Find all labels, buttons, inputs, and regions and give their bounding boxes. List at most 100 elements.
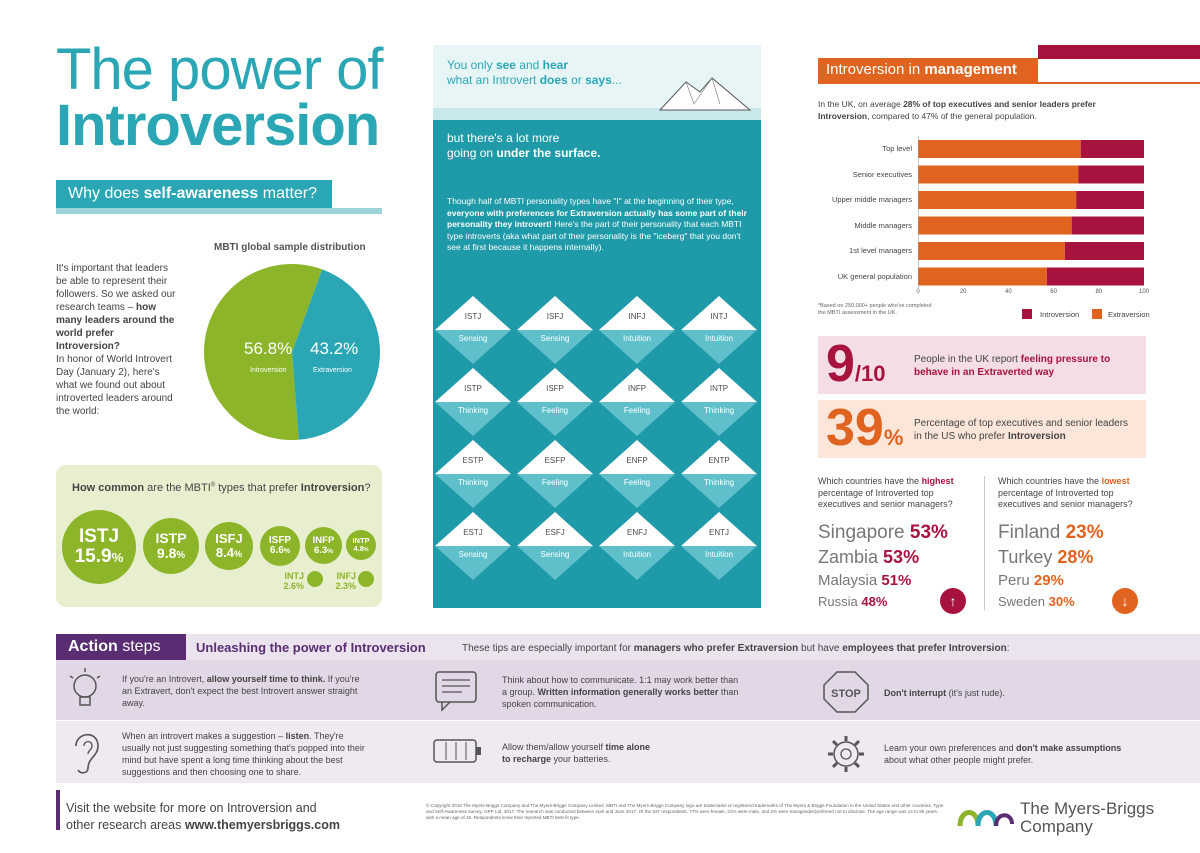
bubble-number: 9.8 [156, 544, 177, 561]
why-prefix: Why does [68, 185, 144, 202]
iceberg-diamond-bottom [517, 402, 593, 436]
tip2-c: than spoken communication. [502, 687, 739, 709]
legend-label-extraversion: Extraversion [1108, 310, 1150, 319]
pie-extra-label: Extraversion [313, 367, 352, 374]
iceberg-type-label: ISFJ [546, 312, 564, 321]
bar-introversion [1046, 267, 1144, 286]
action-heading-band [186, 634, 1200, 660]
country-name: Malaysia [818, 572, 878, 589]
country-pct: 23% [1065, 522, 1104, 543]
bar-x-tick: 0 [916, 289, 920, 295]
iceberg-function-label: Feeling [623, 406, 651, 415]
pie-intro-value: 56.8% [244, 339, 292, 358]
tip5-c: to recharge [502, 754, 552, 764]
countries-divider [984, 476, 985, 610]
small-type-name: INTJ [284, 571, 304, 581]
battery-icon [433, 739, 481, 763]
iceberg-tip-icon [658, 77, 752, 111]
iceberg-diamond-top [435, 512, 511, 546]
iceberg-type-label: ISTJ [464, 312, 482, 321]
iceberg-diamond-bottom [599, 402, 675, 436]
bubble-pct: % [111, 550, 124, 565]
bubble-value: 8.4% [216, 546, 242, 560]
small-type-value: 2.3 [335, 581, 348, 591]
iceberg-function-label: Sensing [540, 550, 570, 559]
iceberg-function-label: Sensing [458, 550, 488, 559]
tip5-d: your batteries. [551, 754, 611, 764]
country-name: Singapore [818, 522, 905, 543]
logo-b: Company [1020, 817, 1093, 836]
bubble-number: 15.9 [74, 546, 112, 567]
management-description: In the UK, on average 28% of top executi… [818, 98, 1118, 122]
see-a: You only [447, 58, 496, 72]
bubble-number: 6.3 [313, 544, 328, 556]
under-b: going on [447, 146, 497, 160]
mgmt-head-b: management [924, 61, 1017, 78]
bubble-value: 4.8% [353, 544, 369, 554]
intro-paragraph-2: In honor of World Introvert Day (January… [56, 354, 173, 417]
bar-x-tick: 60 [1050, 289, 1057, 295]
country-high-1: Singapore 53% [818, 522, 948, 544]
bubble-isfp: ISFP 6.6% [260, 526, 300, 566]
country-name: Sweden [998, 594, 1045, 609]
bubble-intp: INTP 4.8% [346, 530, 376, 560]
bubble-number: 6.6 [269, 545, 284, 556]
stat-pressure-big: 9/10 [826, 334, 886, 404]
stat-us-text: Percentage of top executives and senior … [914, 417, 1134, 443]
iceberg-type-label: ESFJ [545, 528, 565, 537]
iceberg-function-label: Intuition [704, 334, 734, 343]
iceberg-diamond-top [435, 296, 511, 330]
bar-category-label: 1st level managers [849, 246, 912, 255]
how-t5: Introversion [300, 482, 365, 494]
management-heading: Introversion in management [818, 58, 1038, 82]
why-bold: self-awareness [143, 185, 259, 202]
bar-extraversion [918, 267, 1047, 286]
why-suffix: matter? [258, 185, 318, 202]
bubble-pct: % [176, 549, 186, 561]
small-type-pct: % [295, 581, 304, 591]
iceberg-diamond-bottom [435, 474, 511, 508]
pie-chart: 56.8% Introversion 43.2% Extraversion [204, 264, 381, 440]
stat-us-big: 39% [826, 398, 903, 468]
mgmt-desc-a: In the UK, on average [818, 99, 904, 109]
stat2-b: Introversion [1007, 431, 1066, 442]
iceberg-type-label: ESTP [462, 456, 484, 465]
iceberg-diamond-bottom [681, 402, 757, 436]
country-pct: 53% [883, 547, 920, 567]
country-pct: 51% [881, 572, 912, 589]
small-type-infj: INFJ 2.3% [328, 571, 356, 591]
bar-extraversion [918, 191, 1077, 209]
iceberg-function-label: Feeling [541, 478, 569, 487]
tip-recharge: Allow them/allow yourself time alone to r… [502, 741, 722, 765]
tips-row-1 [56, 660, 1200, 720]
iceberg-diamond-top [517, 512, 593, 546]
how-t1: How common [72, 482, 145, 494]
tips-note: These tips are especially important for … [462, 643, 1009, 654]
para-b: everyone with preferences for Extraversi… [447, 207, 747, 230]
iceberg-diamond-bottom [681, 330, 757, 364]
notepad-icon [435, 671, 477, 712]
iceberg-type-label: INFP [627, 384, 647, 393]
management-bar-chart [918, 136, 1144, 288]
iceberg-diamond-top [681, 368, 757, 402]
bubble-type-name: INTP [352, 535, 370, 545]
tip-communicate: Think about how to communicate. 1:1 may … [502, 674, 742, 710]
action-head-a: Action [68, 638, 118, 655]
tip4-c: . They're usually not just suggesting so… [122, 731, 365, 777]
country-name: Russia [818, 594, 858, 609]
bubble-pct: % [363, 546, 369, 553]
bar-extraversion [918, 140, 1081, 158]
action-head-b: steps [117, 638, 161, 655]
country-pct: 48% [861, 594, 888, 609]
iceberg-function-label: Intuition [622, 550, 652, 559]
bar-category-label: Senior executives [852, 169, 912, 179]
country-low-1: Finland 23% [998, 522, 1104, 544]
iceberg-diamond-top [681, 296, 757, 330]
website-link[interactable]: www.themyersbriggs.com [184, 818, 340, 832]
iceberg-type-label: ESFP [544, 456, 566, 465]
iceberg-diamond-bottom [435, 330, 511, 364]
iceberg-diamond-top [599, 296, 675, 330]
lowest-question: Which countries have the lowest percenta… [998, 476, 1158, 511]
iceberg-type-label: ISTP [464, 384, 482, 393]
bar-introversion [1064, 242, 1144, 260]
